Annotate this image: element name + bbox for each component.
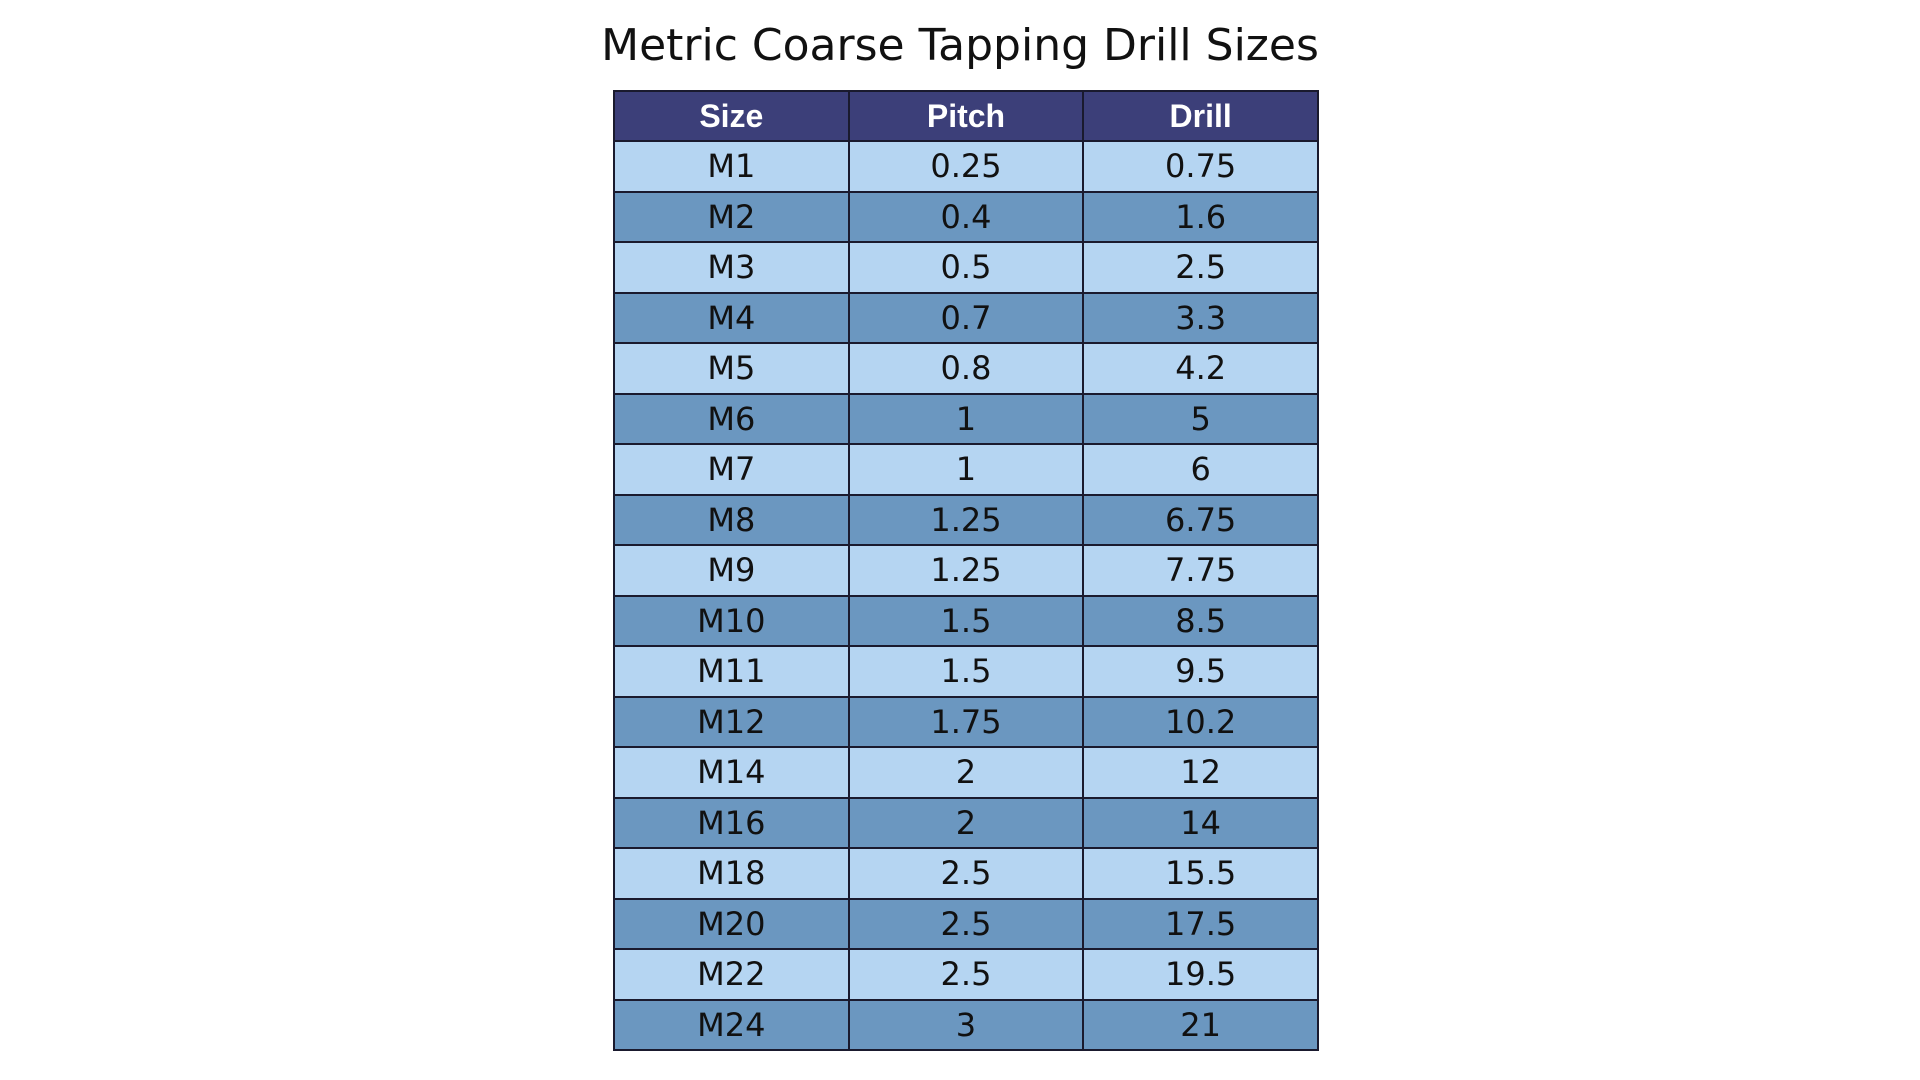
size-cell: M4: [613, 291, 850, 344]
page-title: Metric Coarse Tapping Drill Sizes: [601, 20, 1319, 71]
table-row: M4 0.7 3.3: [613, 291, 1319, 344]
pitch-cell: 0.7: [847, 291, 1085, 344]
drill-cell: 12: [1082, 746, 1319, 799]
pitch-cell: 1: [847, 392, 1085, 445]
drill-cell: 15.5: [1082, 847, 1319, 900]
size-cell: M2: [613, 190, 850, 243]
size-cell: M7: [613, 443, 850, 496]
table-row: M9 1.25 7.75: [613, 544, 1319, 597]
table-row: M16 2 14: [613, 796, 1319, 849]
pitch-cell: 2: [847, 796, 1085, 849]
pitch-cell: 2: [847, 746, 1085, 799]
size-cell: M11: [613, 645, 850, 698]
drill-cell: 14: [1082, 796, 1319, 849]
size-cell: M6: [613, 392, 850, 445]
drill-cell: 5: [1082, 392, 1319, 445]
column-header-pitch: Pitch: [847, 90, 1085, 142]
pitch-cell: 0.4: [847, 190, 1085, 243]
table-row: M6 1 5: [613, 392, 1319, 445]
size-cell: M5: [613, 342, 850, 395]
drill-cell: 6: [1082, 443, 1319, 496]
drill-cell: 4.2: [1082, 342, 1319, 395]
size-cell: M8: [613, 493, 850, 546]
drill-cell: 19.5: [1082, 948, 1319, 1001]
table-row: M24 3 21: [613, 998, 1319, 1051]
pitch-cell: 1.25: [847, 493, 1085, 546]
table-row: M14 2 12: [613, 746, 1319, 799]
pitch-cell: 2.5: [847, 897, 1085, 950]
pitch-cell: 0.8: [847, 342, 1085, 395]
table-row: M22 2.5 19.5: [613, 948, 1319, 1001]
table-body: M1 0.25 0.75 M2 0.4 1.6 M3 0.5 2.5 M4 0.7 3.3 M5 0.8 4…: [613, 140, 1319, 1051]
table-row: M11 1.5 9.5: [613, 645, 1319, 698]
drill-size-table: Size Pitch Drill M1 0.25 0.75 M2 0.4 1.6 M3 0.5…: [613, 90, 1319, 1051]
table-row: M18 2.5 15.5: [613, 847, 1319, 900]
size-cell: M14: [613, 746, 850, 799]
table-header-row: Size Pitch Drill: [613, 90, 1319, 142]
pitch-cell: 0.5: [847, 241, 1085, 294]
size-cell: M16: [613, 796, 850, 849]
drill-cell: 2.5: [1082, 241, 1319, 294]
size-cell: M3: [613, 241, 850, 294]
table-row: M8 1.25 6.75: [613, 493, 1319, 546]
drill-cell: 9.5: [1082, 645, 1319, 698]
table-row: M20 2.5 17.5: [613, 897, 1319, 950]
pitch-cell: 1.5: [847, 645, 1085, 698]
pitch-cell: 1: [847, 443, 1085, 496]
pitch-cell: 3: [847, 998, 1085, 1051]
table-row: M12 1.75 10.2: [613, 695, 1319, 748]
drill-cell: 10.2: [1082, 695, 1319, 748]
column-header-drill: Drill: [1082, 90, 1319, 142]
pitch-cell: 2.5: [847, 948, 1085, 1001]
pitch-cell: 2.5: [847, 847, 1085, 900]
drill-cell: 1.6: [1082, 190, 1319, 243]
size-cell: M10: [613, 594, 850, 647]
size-cell: M18: [613, 847, 850, 900]
size-cell: M20: [613, 897, 850, 950]
pitch-cell: 1.25: [847, 544, 1085, 597]
drill-cell: 7.75: [1082, 544, 1319, 597]
pitch-cell: 1.75: [847, 695, 1085, 748]
drill-cell: 0.75: [1082, 140, 1319, 193]
drill-cell: 3.3: [1082, 291, 1319, 344]
size-cell: M22: [613, 948, 850, 1001]
column-header-size: Size: [613, 90, 850, 142]
pitch-cell: 1.5: [847, 594, 1085, 647]
pitch-cell: 0.25: [847, 140, 1085, 193]
table-row: M7 1 6: [613, 443, 1319, 496]
drill-cell: 21: [1082, 998, 1319, 1051]
table-row: M5 0.8 4.2: [613, 342, 1319, 395]
table-row: M2 0.4 1.6: [613, 190, 1319, 243]
size-cell: M9: [613, 544, 850, 597]
table-row: M1 0.25 0.75: [613, 140, 1319, 193]
drill-cell: 17.5: [1082, 897, 1319, 950]
drill-cell: 6.75: [1082, 493, 1319, 546]
table-row: M3 0.5 2.5: [613, 241, 1319, 294]
size-cell: M1: [613, 140, 850, 193]
table-row: M10 1.5 8.5: [613, 594, 1319, 647]
drill-cell: 8.5: [1082, 594, 1319, 647]
size-cell: M12: [613, 695, 850, 748]
size-cell: M24: [613, 998, 850, 1051]
